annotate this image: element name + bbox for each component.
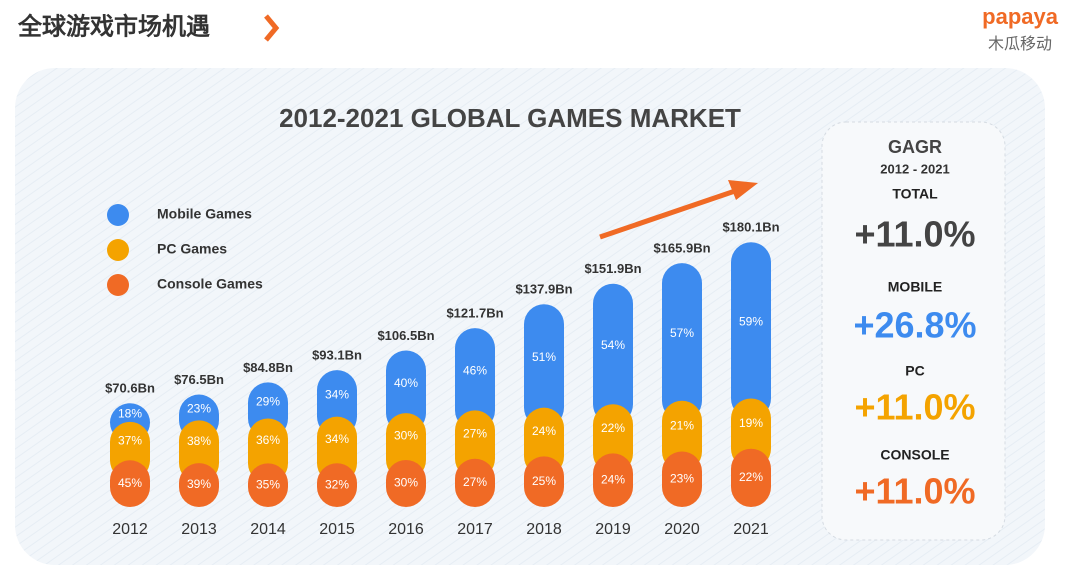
segment-label: 23% bbox=[670, 471, 694, 485]
logo: papaya bbox=[982, 4, 1059, 29]
legend-swatch bbox=[107, 204, 129, 226]
segment-label: 30% bbox=[394, 476, 418, 490]
x-tick-label: 2018 bbox=[526, 521, 562, 538]
segment-label: 57% bbox=[670, 326, 694, 340]
segment-label: 37% bbox=[118, 433, 142, 447]
bar-segment bbox=[662, 400, 702, 472]
legend-label: PC Games bbox=[157, 241, 227, 257]
side-title: GAGR bbox=[888, 137, 942, 157]
segment-label: 59% bbox=[739, 315, 763, 329]
segment-label: 29% bbox=[256, 395, 280, 409]
total-label: $121.7Bn bbox=[446, 306, 503, 321]
segment-label: 34% bbox=[325, 388, 349, 402]
segment-label: 39% bbox=[187, 477, 211, 491]
x-tick-label: 2013 bbox=[181, 521, 217, 538]
segment-label: 34% bbox=[325, 432, 349, 446]
segment-label: 51% bbox=[532, 350, 556, 364]
legend-label: Mobile Games bbox=[157, 206, 252, 222]
gagr-label: PC bbox=[905, 363, 924, 379]
x-tick-label: 2017 bbox=[457, 521, 493, 538]
logo-subtitle: 木瓜移动 bbox=[988, 35, 1052, 53]
bar-segment bbox=[731, 448, 771, 507]
bar-segment bbox=[524, 456, 564, 507]
x-tick-label: 2019 bbox=[595, 521, 631, 538]
side-period: 2012 - 2021 bbox=[880, 161, 949, 176]
total-label: $76.5Bn bbox=[174, 372, 224, 387]
bar-segment bbox=[593, 453, 633, 507]
total-label: $93.1Bn bbox=[312, 348, 362, 363]
x-tick-label: 2020 bbox=[664, 521, 700, 538]
gagr-label: MOBILE bbox=[888, 279, 942, 295]
segment-label: 38% bbox=[187, 434, 211, 448]
chevron-icon bbox=[264, 14, 280, 42]
trend-arrowhead bbox=[728, 180, 758, 200]
bar-segment bbox=[317, 463, 357, 507]
total-label: $180.1Bn bbox=[722, 220, 779, 235]
gagr-label: TOTAL bbox=[892, 186, 938, 202]
segment-label: 18% bbox=[118, 407, 142, 421]
segment-label: 35% bbox=[256, 477, 280, 491]
segment-label: 25% bbox=[532, 474, 556, 488]
header-title: 全球游戏市场机遇 bbox=[17, 12, 210, 40]
segment-label: 45% bbox=[118, 476, 142, 490]
x-tick-label: 2015 bbox=[319, 521, 355, 538]
bar-segment bbox=[455, 458, 495, 507]
bar-segment bbox=[386, 350, 426, 434]
legend-swatch bbox=[107, 239, 129, 261]
bar-segment bbox=[662, 451, 702, 507]
segment-label: 30% bbox=[394, 429, 418, 443]
bar-segment bbox=[179, 463, 219, 507]
bar-segment bbox=[731, 398, 771, 469]
total-label: $70.6Bn bbox=[105, 381, 155, 396]
total-label: $84.8Bn bbox=[243, 360, 293, 375]
segment-label: 22% bbox=[601, 421, 625, 435]
bar-segment bbox=[386, 460, 426, 507]
segment-label: 32% bbox=[325, 477, 349, 491]
segment-label: 36% bbox=[256, 433, 280, 447]
bar-segment bbox=[593, 283, 633, 425]
bar-segment bbox=[455, 328, 495, 431]
bar-segment bbox=[662, 263, 702, 421]
segment-label: 24% bbox=[532, 424, 556, 438]
gagr-value: +11.0% bbox=[854, 387, 975, 428]
total-label: $165.9Bn bbox=[653, 241, 710, 256]
bar-segment bbox=[524, 304, 564, 428]
gagr-value: +11.0% bbox=[854, 471, 975, 512]
total-label: $151.9Bn bbox=[584, 261, 641, 276]
bar-segment bbox=[248, 463, 288, 507]
x-tick-label: 2014 bbox=[250, 521, 286, 538]
legend-swatch bbox=[107, 274, 129, 296]
segment-label: 27% bbox=[463, 475, 487, 489]
gagr-value: +11.0% bbox=[854, 214, 975, 255]
total-label: $106.5Bn bbox=[377, 328, 434, 343]
gagr-value: +26.8% bbox=[853, 305, 976, 346]
segment-label: 54% bbox=[601, 338, 625, 352]
x-tick-label: 2012 bbox=[112, 521, 148, 538]
segment-label: 22% bbox=[739, 470, 763, 484]
bar-segment bbox=[731, 242, 771, 419]
segment-label: 19% bbox=[739, 416, 763, 430]
segment-label: 24% bbox=[601, 472, 625, 486]
segment-label: 27% bbox=[463, 427, 487, 441]
trend-arrow bbox=[599, 188, 736, 240]
chart-title: 2012-2021 GLOBAL GAMES MARKET bbox=[279, 103, 741, 133]
bar-segment bbox=[110, 460, 150, 507]
x-tick-label: 2021 bbox=[733, 521, 769, 538]
side-panel bbox=[821, 121, 1006, 541]
segment-label: 46% bbox=[463, 363, 487, 377]
gagr-label: CONSOLE bbox=[880, 447, 949, 463]
total-label: $137.9Bn bbox=[515, 282, 572, 297]
segment-label: 23% bbox=[187, 402, 211, 416]
segment-label: 40% bbox=[394, 376, 418, 390]
legend-label: Console Games bbox=[157, 276, 263, 292]
x-tick-label: 2016 bbox=[388, 521, 424, 538]
segment-label: 21% bbox=[670, 418, 694, 432]
